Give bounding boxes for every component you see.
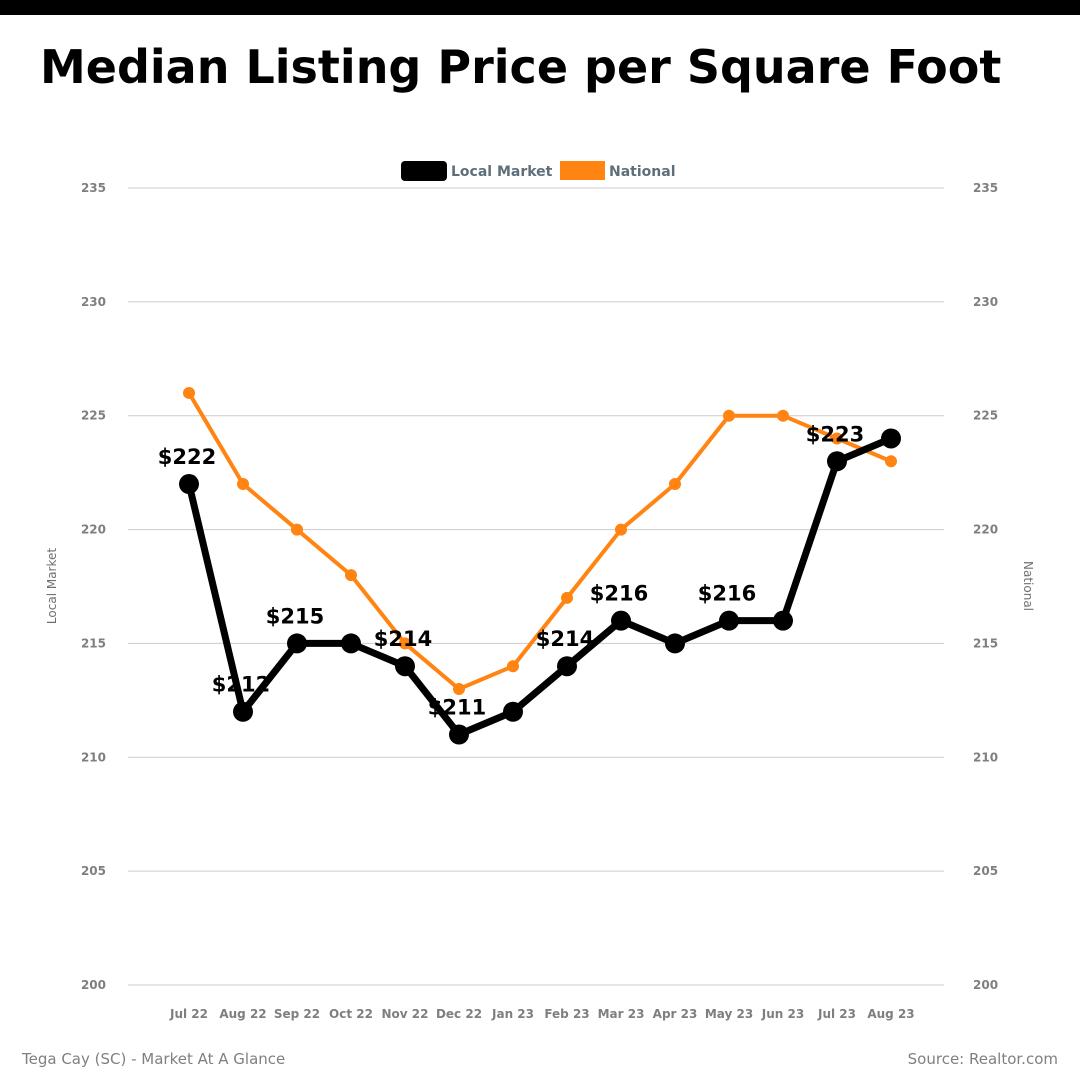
x-tick-label: Mar 23 (598, 1007, 645, 1021)
national-point (723, 409, 735, 422)
national-point (237, 478, 249, 491)
right-y-tick-label: 230 (973, 295, 998, 309)
local-market-point (449, 724, 469, 745)
footer-source: Source: Realtor.com (907, 1050, 1058, 1068)
national-point (885, 455, 897, 468)
local-market-point (233, 701, 253, 722)
x-tick-label: May 23 (705, 1007, 753, 1021)
right-y-tick-label: 215 (973, 636, 998, 650)
data-label: $222 (158, 445, 216, 469)
x-tick-label: Jun 23 (761, 1007, 804, 1021)
footer-market-label: Tega Cay (SC) - Market At A Glance (22, 1050, 286, 1068)
local-market-point (773, 610, 793, 631)
left-y-tick-label: 230 (81, 295, 106, 309)
x-axis-ticks: Jul 22 Aug 22 Sep 22 Oct 22 Nov 22 Dec 22 Jan … (169, 1007, 915, 1021)
right-y-tick-label: 200 (973, 978, 998, 992)
left-y-axis-ticks: 200 205 210 215 220 225 230 235 (81, 181, 106, 992)
right-y-tick-label: 205 (973, 864, 998, 878)
x-tick-label: Sep 22 (274, 1007, 320, 1021)
local-market-point (341, 633, 361, 654)
legend-label-national: National (609, 164, 676, 180)
x-tick-label: Aug 22 (219, 1007, 266, 1021)
legend-swatch-national (560, 161, 605, 180)
local-market-point (179, 474, 199, 495)
right-y-axis-title: National (1021, 561, 1035, 611)
left-y-tick-label: 210 (81, 750, 106, 764)
left-y-tick-label: 220 (81, 523, 106, 537)
left-y-axis-title: Local Market (45, 548, 59, 624)
x-tick-label: Oct 22 (329, 1007, 373, 1021)
local-market-point (503, 701, 523, 722)
x-tick-label: Feb 23 (544, 1007, 589, 1021)
national-point (291, 523, 303, 536)
local-market-point (611, 610, 631, 631)
national-point (615, 523, 627, 536)
national-point (777, 409, 789, 422)
data-label: $214 (536, 627, 594, 651)
local-market-point (395, 656, 415, 677)
national-point (399, 637, 411, 650)
national-point (453, 682, 465, 695)
data-label: $214 (374, 627, 432, 651)
x-tick-label: Jul 23 (817, 1007, 856, 1021)
national-point (507, 660, 519, 673)
data-label: $223 (806, 422, 864, 446)
right-y-tick-label: 210 (973, 750, 998, 764)
data-label: $216 (590, 582, 648, 606)
local-market-point (665, 633, 685, 654)
right-y-axis-ticks: 200 205 210 215 220 225 230 235 (973, 181, 998, 992)
national-point (831, 432, 843, 445)
right-y-tick-label: 225 (973, 409, 998, 423)
x-tick-label: Jan 23 (491, 1007, 534, 1021)
data-label: $211 (428, 696, 486, 720)
left-y-tick-label: 200 (81, 978, 106, 992)
x-tick-label: Aug 23 (867, 1007, 914, 1021)
legend-label-local-market: Local Market (451, 164, 553, 180)
right-y-tick-label: 235 (973, 181, 998, 195)
x-tick-label: Nov 22 (382, 1007, 429, 1021)
legend: Local Market National (401, 161, 676, 181)
local-market-point (827, 451, 847, 472)
top-bar (0, 0, 1080, 15)
local-market-point (719, 610, 739, 631)
local-market-point (881, 428, 901, 449)
data-labels: $222 $212 $215 $214 $211 $214 $216 $216 $223 (158, 422, 864, 719)
series-local-market (179, 428, 901, 745)
grid-lines (128, 187, 944, 986)
left-y-tick-label: 225 (81, 409, 106, 423)
left-y-tick-label: 235 (81, 181, 106, 195)
series-layer (179, 386, 901, 745)
local-market-point (557, 656, 577, 677)
data-label: $212 (212, 673, 270, 697)
legend-swatch-local-market (401, 161, 447, 181)
x-tick-label: Jul 22 (169, 1007, 208, 1021)
national-point (561, 591, 573, 604)
right-y-tick-label: 220 (973, 523, 998, 537)
national-point (345, 569, 357, 582)
x-tick-label: Apr 23 (653, 1007, 698, 1021)
local-market-point (287, 633, 307, 654)
local-market-line (185, 435, 893, 739)
series-national (183, 386, 897, 695)
national-point (183, 386, 195, 399)
left-y-tick-label: 215 (81, 636, 106, 650)
data-label: $215 (266, 604, 324, 628)
x-tick-label: Dec 22 (436, 1007, 482, 1021)
national-line (187, 391, 892, 691)
chart-title: Median Listing Price per Square Foot (40, 40, 1002, 94)
left-y-tick-label: 205 (81, 864, 106, 878)
national-point (669, 478, 681, 491)
data-label: $216 (698, 582, 756, 606)
